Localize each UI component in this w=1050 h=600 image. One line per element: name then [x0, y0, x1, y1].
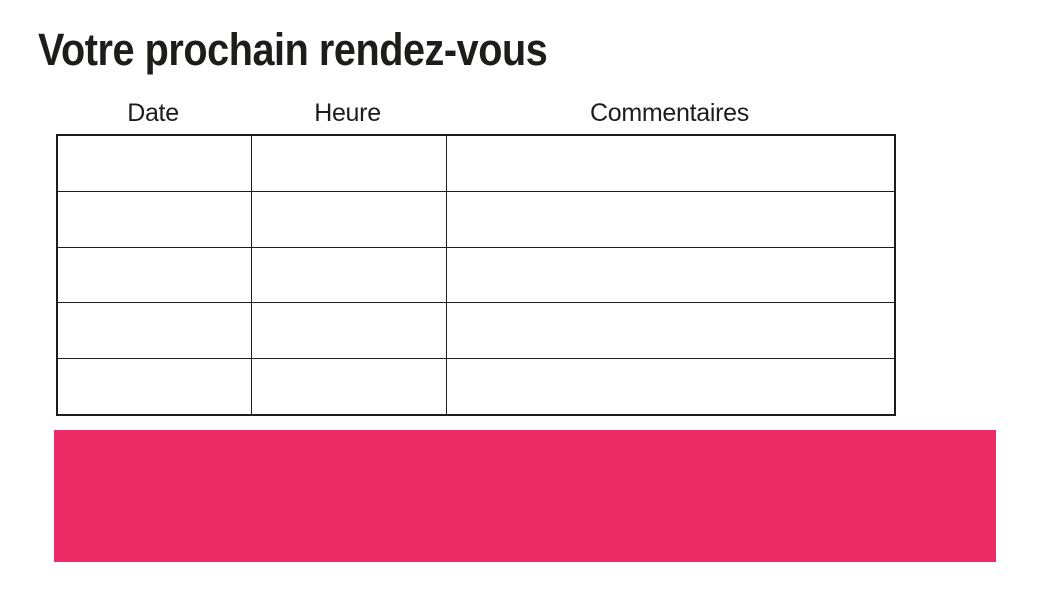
table-cell [250, 302, 447, 360]
table-row [56, 190, 896, 248]
table-cell [250, 190, 447, 248]
table-row [56, 246, 896, 304]
column-header-date: Date [127, 99, 179, 127]
table-cell [250, 134, 447, 192]
column-header-commentaires: Commentaires [590, 99, 749, 127]
pink-banner [54, 430, 996, 562]
table-cell [445, 358, 896, 416]
table-cell [445, 190, 896, 248]
table-cell [250, 358, 447, 416]
table-cell [445, 134, 896, 192]
table-cell [56, 302, 252, 360]
table-cell [56, 134, 252, 192]
table-cell [445, 246, 896, 304]
table-row [56, 134, 896, 192]
appointments-table [56, 134, 896, 416]
table-row [56, 358, 896, 416]
table-cell [56, 246, 252, 304]
table-column-headers: Date Heure Commentaires [56, 93, 894, 129]
page-title: Votre prochain rendez-vous [38, 24, 548, 75]
column-header-heure: Heure [314, 99, 381, 127]
appointments-table-body [56, 134, 896, 416]
table-row [56, 302, 896, 360]
table-cell [56, 358, 252, 416]
table-cell [445, 302, 896, 360]
table-cell [56, 190, 252, 248]
table-cell [250, 246, 447, 304]
